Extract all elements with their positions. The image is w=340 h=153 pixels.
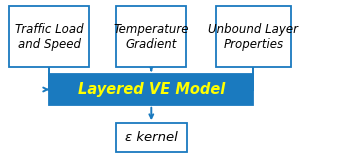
FancyBboxPatch shape <box>216 6 291 67</box>
Text: Layered VE Model: Layered VE Model <box>78 82 225 97</box>
Text: Traffic Load
and Speed: Traffic Load and Speed <box>15 23 84 51</box>
FancyBboxPatch shape <box>116 6 186 67</box>
Text: Unbound Layer
Properties: Unbound Layer Properties <box>208 23 298 51</box>
FancyBboxPatch shape <box>116 123 187 152</box>
Text: Temperature
Gradient: Temperature Gradient <box>114 23 189 51</box>
Text: ε kernel: ε kernel <box>125 131 178 144</box>
FancyBboxPatch shape <box>10 6 89 67</box>
FancyBboxPatch shape <box>49 74 253 105</box>
